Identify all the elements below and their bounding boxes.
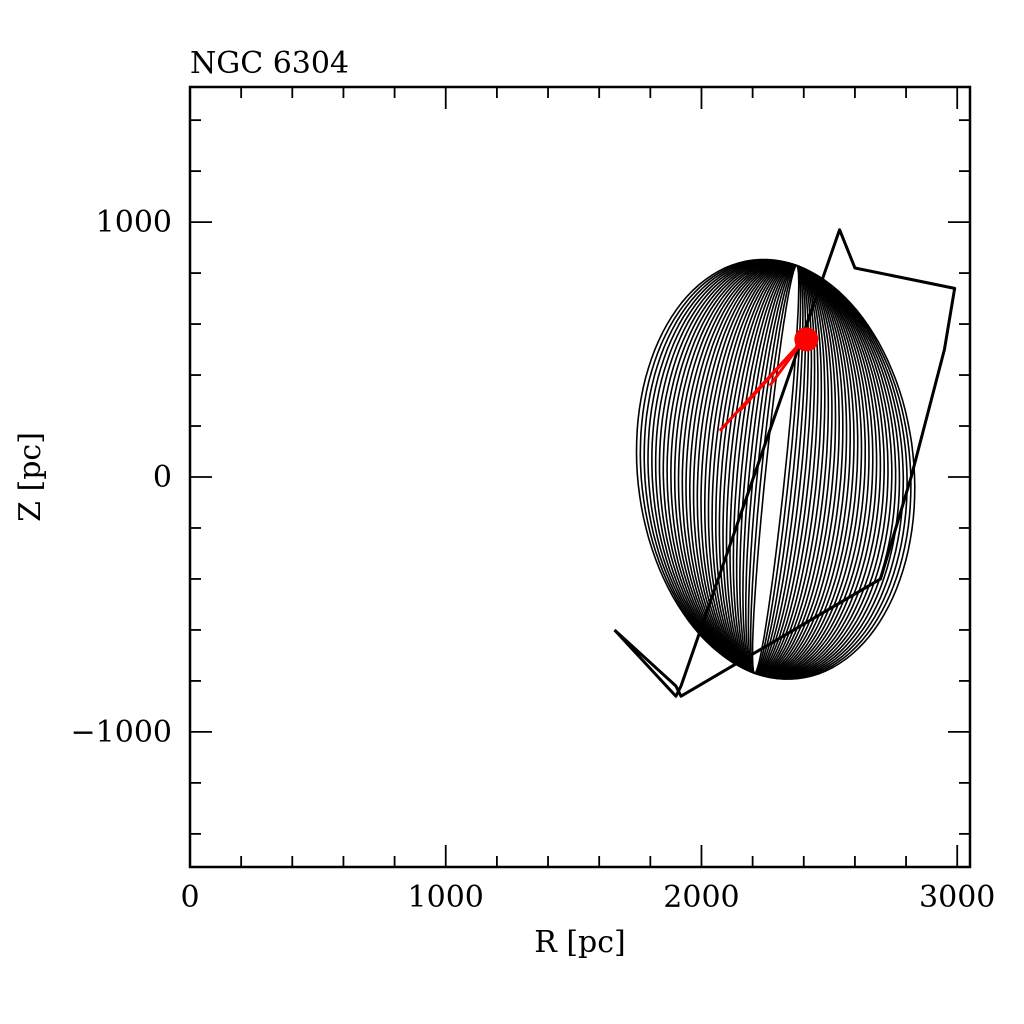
orbit-strand [639, 259, 912, 680]
orbit-strand [635, 258, 916, 680]
orbit-strand [685, 262, 867, 677]
orbit-strand [749, 264, 802, 675]
orbit-strand [751, 264, 800, 675]
x-tick-label: 1000 [408, 880, 484, 915]
current-position-marker [794, 327, 819, 352]
orbit-envelope-line [613, 228, 957, 698]
chart-title: NGC 6304 [190, 46, 349, 81]
x-tick-label: 0 [180, 880, 199, 915]
orbit-strand [673, 261, 878, 678]
orbit-strand [718, 263, 833, 675]
orbit-strand [747, 264, 804, 675]
orbit-strand [742, 264, 810, 675]
y-tick-label: 0 [153, 460, 172, 495]
axis-ticks [189, 87, 970, 867]
orbit-strand [677, 261, 874, 677]
x-tick-label: 3000 [919, 880, 995, 915]
orbit-strand [722, 263, 830, 675]
axis-tick-labels: 0 1000 2000 3000 −1000 0 1000 [71, 205, 996, 915]
y-tick-label: 1000 [96, 205, 172, 240]
orbit-envelope [613, 228, 957, 698]
orbit-strand [681, 262, 870, 677]
orbit-strand [714, 263, 837, 676]
x-axis-label: R [pc] [534, 925, 626, 960]
y-tick-label: −1000 [71, 715, 172, 750]
recent-track-line [718, 338, 805, 432]
recent-track [718, 327, 819, 432]
x-tick-label: 2000 [663, 880, 739, 915]
orbit-strand [725, 264, 826, 675]
y-axis-label: Z [pc] [13, 432, 48, 522]
